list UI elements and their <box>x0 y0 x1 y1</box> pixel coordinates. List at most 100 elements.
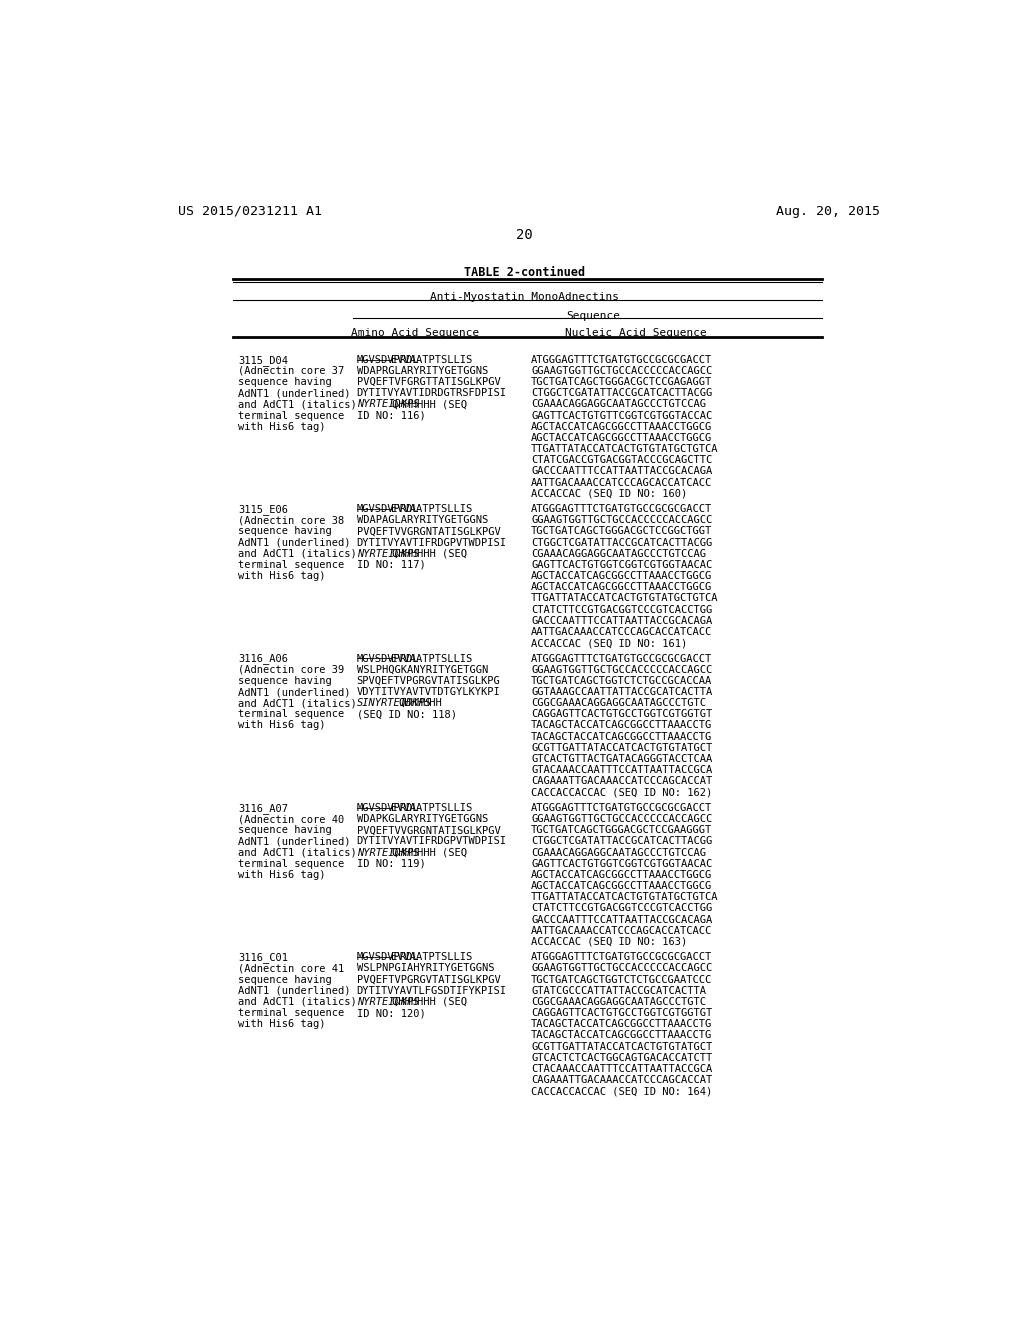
Text: DYTITVYAVTIFRDGPVTWDPISI: DYTITVYAVTIFRDGPVTWDPISI <box>356 837 507 846</box>
Text: EVVAATPTSLLIS: EVVAATPTSLLIS <box>391 504 473 513</box>
Text: (Adnectin core 41: (Adnectin core 41 <box>238 964 344 973</box>
Text: 3115_E06: 3115_E06 <box>238 504 288 515</box>
Text: terminal sequence: terminal sequence <box>238 859 344 869</box>
Text: ID NO: 116): ID NO: 116) <box>356 411 425 421</box>
Text: GTATCGCCCATTATTACCGCATCACTTA: GTATCGCCCATTATTACCGCATCACTTA <box>531 986 706 995</box>
Text: and AdCT1 (italics): and AdCT1 (italics) <box>238 847 356 858</box>
Text: PVQEFTVVGRGNTATISGLKPGV: PVQEFTVVGRGNTATISGLKPGV <box>356 825 501 836</box>
Text: TTGATTATACCATCACTGTGTATGCTGTCA: TTGATTATACCATCACTGTGTATGCTGTCA <box>531 594 719 603</box>
Text: CTATCTTCCGTGACGGTCCCGTCACCTGG: CTATCTTCCGTGACGGTCCCGTCACCTGG <box>531 903 713 913</box>
Text: QHHHHHH (SEQ: QHHHHHH (SEQ <box>391 847 467 858</box>
Text: AGCTACCATCAGCGGCCTTAAACCTGGCG: AGCTACCATCAGCGGCCTTAAACCTGGCG <box>531 433 713 444</box>
Text: PVQEFTVFGRGTTATISGLKPGV: PVQEFTVFGRGTTATISGLKPGV <box>356 378 501 387</box>
Text: NYRTEIDKPS: NYRTEIDKPS <box>356 847 419 858</box>
Text: sequence having: sequence having <box>238 974 332 985</box>
Text: VDYTITVYAVTVTDTGYLKYKPI: VDYTITVYAVTVTDTGYLKYKPI <box>356 686 501 697</box>
Text: CTACAAACCAATTTCCATTAATTACCGCA: CTACAAACCAATTTCCATTAATTACCGCA <box>531 1064 713 1074</box>
Text: WSLPNPGIAHYRITYGETGGNS: WSLPNPGIAHYRITYGETGGNS <box>356 964 495 973</box>
Text: MGVSDVPRDL: MGVSDVPRDL <box>356 653 419 664</box>
Text: AGCTACCATCAGCGGCCTTAAACCTGGCG: AGCTACCATCAGCGGCCTTAAACCTGGCG <box>531 422 713 432</box>
Text: TGCTGATCAGCTGGTCTCTGCCGCACCAA: TGCTGATCAGCTGGTCTCTGCCGCACCAA <box>531 676 713 686</box>
Text: PVQEFTVVGRGNTATISGLKPGV: PVQEFTVVGRGNTATISGLKPGV <box>356 527 501 536</box>
Text: SPVQEFTVPGRGVTATISGLKPG: SPVQEFTVPGRGVTATISGLKPG <box>356 676 501 686</box>
Text: MGVSDVPRDL: MGVSDVPRDL <box>356 504 419 513</box>
Text: GCGTTGATTATACCATCACTGTGTATGCT: GCGTTGATTATACCATCACTGTGTATGCT <box>531 743 713 752</box>
Text: DYTITVYAVTLFGSDTIFYKPISI: DYTITVYAVTLFGSDTIFYKPISI <box>356 986 507 995</box>
Text: sequence having: sequence having <box>238 825 332 836</box>
Text: TACAGCTACCATCAGCGGCCTTAAACCTG: TACAGCTACCATCAGCGGCCTTAAACCTG <box>531 721 713 730</box>
Text: EVVAATPTSLLIS: EVVAATPTSLLIS <box>391 803 473 813</box>
Text: and AdCT1 (italics): and AdCT1 (italics) <box>238 997 356 1007</box>
Text: NYRTEIDKPS: NYRTEIDKPS <box>356 400 419 409</box>
Text: 3116_A06: 3116_A06 <box>238 653 288 664</box>
Text: MGVSDVPRDL: MGVSDVPRDL <box>356 355 419 364</box>
Text: AATTGACAAACCATCCCAGCACCATCACC: AATTGACAAACCATCCCAGCACCATCACC <box>531 925 713 936</box>
Text: Aug. 20, 2015: Aug. 20, 2015 <box>776 205 880 218</box>
Text: NYRTEIDKPS: NYRTEIDKPS <box>356 997 419 1007</box>
Text: PVQEFTVPGRGVTATISGLKPGV: PVQEFTVPGRGVTATISGLKPGV <box>356 974 501 985</box>
Text: CAGGAGTTCACTGTGCCTGGTCGTGGTGT: CAGGAGTTCACTGTGCCTGGTCGTGGTGT <box>531 709 713 719</box>
Text: AATTGACAAACCATCCCAGCACCATCACC: AATTGACAAACCATCCCAGCACCATCACC <box>531 627 713 638</box>
Text: GTACAAACCAATTTCCATTAATTACCGCA: GTACAAACCAATTTCCATTAATTACCGCA <box>531 766 713 775</box>
Text: terminal sequence: terminal sequence <box>238 1008 344 1018</box>
Text: GCGTTGATTATACCATCACTGTGTATGCT: GCGTTGATTATACCATCACTGTGTATGCT <box>531 1041 713 1052</box>
Text: AdNT1 (underlined): AdNT1 (underlined) <box>238 388 350 399</box>
Text: GTCACTGTTACTGATACAGGGTACCTCAA: GTCACTGTTACTGATACAGGGTACCTCAA <box>531 754 713 764</box>
Text: 3116_C01: 3116_C01 <box>238 952 288 964</box>
Text: with His6 tag): with His6 tag) <box>238 572 326 581</box>
Text: (SEQ ID NO: 118): (SEQ ID NO: 118) <box>356 709 457 719</box>
Text: with His6 tag): with His6 tag) <box>238 721 326 730</box>
Text: sequence having: sequence having <box>238 527 332 536</box>
Text: TGCTGATCAGCTGGGACGCTCCGAAGGGT: TGCTGATCAGCTGGGACGCTCCGAAGGGT <box>531 825 713 836</box>
Text: CTGGCTCGATATTACCGCATCACTTACGG: CTGGCTCGATATTACCGCATCACTTACGG <box>531 388 713 399</box>
Text: CGAAACAGGAGGCAATAGCCCTGTCCAG: CGAAACAGGAGGCAATAGCCCTGTCCAG <box>531 847 706 858</box>
Text: GACCCAATTTCCATTAATTACCGCACAGA: GACCCAATTTCCATTAATTACCGCACAGA <box>531 615 713 626</box>
Text: TACAGCTACCATCAGCGGCCTTAAACCTG: TACAGCTACCATCAGCGGCCTTAAACCTG <box>531 731 713 742</box>
Text: Nucleic Acid Sequence: Nucleic Acid Sequence <box>565 327 707 338</box>
Text: 3116_A07: 3116_A07 <box>238 803 288 814</box>
Text: TGCTGATCAGCTGGGACGCTCCGAGAGGT: TGCTGATCAGCTGGGACGCTCCGAGAGGT <box>531 378 713 387</box>
Text: CGGCGAAACAGGAGGCAATAGCCCTGTC: CGGCGAAACAGGAGGCAATAGCCCTGTC <box>531 698 706 708</box>
Text: AdNT1 (underlined): AdNT1 (underlined) <box>238 686 350 697</box>
Text: and AdCT1 (italics): and AdCT1 (italics) <box>238 400 356 409</box>
Text: TABLE 2-continued: TABLE 2-continued <box>464 267 586 280</box>
Text: QHHHHHH (SEQ: QHHHHHH (SEQ <box>391 400 467 409</box>
Text: CGGCGAAACAGGAGGCAATAGCCCTGTC: CGGCGAAACAGGAGGCAATAGCCCTGTC <box>531 997 706 1007</box>
Text: DYTITVYAVTIDRDGTRSFDPISI: DYTITVYAVTIDRDGTRSFDPISI <box>356 388 507 399</box>
Text: AGCTACCATCAGCGGCCTTAAACCTGGCG: AGCTACCATCAGCGGCCTTAAACCTGGCG <box>531 870 713 880</box>
Text: GGAAGTGGTTGCTGCCACCCCCACCAGCC: GGAAGTGGTTGCTGCCACCCCCACCAGCC <box>531 814 713 824</box>
Text: Sequence: Sequence <box>566 312 620 321</box>
Text: ATGGGAGTTTCTGATGTGCCGCGCGACCT: ATGGGAGTTTCTGATGTGCCGCGCGACCT <box>531 952 713 962</box>
Text: (Adnectin core 40: (Adnectin core 40 <box>238 814 344 824</box>
Text: ATGGGAGTTTCTGATGTGCCGCGCGACCT: ATGGGAGTTTCTGATGTGCCGCGCGACCT <box>531 803 713 813</box>
Text: GTCACTCTCACTGGCAGTGACACCATCTT: GTCACTCTCACTGGCAGTGACACCATCTT <box>531 1053 713 1063</box>
Text: ID NO: 117): ID NO: 117) <box>356 560 425 570</box>
Text: sequence having: sequence having <box>238 378 332 387</box>
Text: QHHHHHH (SEQ: QHHHHHH (SEQ <box>391 997 467 1007</box>
Text: AGCTACCATCAGCGGCCTTAAACCTGGCG: AGCTACCATCAGCGGCCTTAAACCTGGCG <box>531 880 713 891</box>
Text: with His6 tag): with His6 tag) <box>238 870 326 880</box>
Text: CGAAACAGGAGGCAATAGCCCTGTCCAG: CGAAACAGGAGGCAATAGCCCTGTCCAG <box>531 400 706 409</box>
Text: CTGGCTCGATATTACCGCATCACTTACGG: CTGGCTCGATATTACCGCATCACTTACGG <box>531 837 713 846</box>
Text: GGTAAAGCCAATTATTACCGCATCACTTA: GGTAAAGCCAATTATTACCGCATCACTTA <box>531 686 713 697</box>
Text: CACCACCACCAC (SEQ ID NO: 164): CACCACCACCAC (SEQ ID NO: 164) <box>531 1086 713 1096</box>
Text: DYTITVYAVTIFRDGPVTWDPISI: DYTITVYAVTIFRDGPVTWDPISI <box>356 537 507 548</box>
Text: WSLPHQGKANYRITYGETGGN: WSLPHQGKANYRITYGETGGN <box>356 665 487 675</box>
Text: MGVSDVPRDL: MGVSDVPRDL <box>356 952 419 962</box>
Text: NYRTEIDKPS: NYRTEIDKPS <box>356 549 419 558</box>
Text: GACCCAATTTCCATTAATTACCGCACAGA: GACCCAATTTCCATTAATTACCGCACAGA <box>531 915 713 924</box>
Text: (Adnectin core 38: (Adnectin core 38 <box>238 515 344 525</box>
Text: GGAAGTGGTTGCTGCCACCCCCACCAGCC: GGAAGTGGTTGCTGCCACCCCCACCAGCC <box>531 665 713 675</box>
Text: ID NO: 120): ID NO: 120) <box>356 1008 425 1018</box>
Text: with His6 tag): with His6 tag) <box>238 1019 326 1030</box>
Text: MGVSDVPRDL: MGVSDVPRDL <box>356 803 419 813</box>
Text: ACCACCAC (SEQ ID NO: 163): ACCACCAC (SEQ ID NO: 163) <box>531 937 687 946</box>
Text: 20: 20 <box>516 227 534 242</box>
Text: EVVAATPTSLLIS: EVVAATPTSLLIS <box>391 653 473 664</box>
Text: QHHHHHH: QHHHHHH <box>398 698 442 708</box>
Text: terminal sequence: terminal sequence <box>238 411 344 421</box>
Text: CTATCTTCCGTGACGGTCCCGTCACCTGG: CTATCTTCCGTGACGGTCCCGTCACCTGG <box>531 605 713 615</box>
Text: GAGTTCACTGTGGTCGGTCGTGGTAACAC: GAGTTCACTGTGGTCGGTCGTGGTAACAC <box>531 859 713 869</box>
Text: CTATCGACCGTGACGGTACCCGCAGCTTC: CTATCGACCGTGACGGTACCCGCAGCTTC <box>531 455 713 465</box>
Text: CTGGCTCGATATTACCGCATCACTTACGG: CTGGCTCGATATTACCGCATCACTTACGG <box>531 537 713 548</box>
